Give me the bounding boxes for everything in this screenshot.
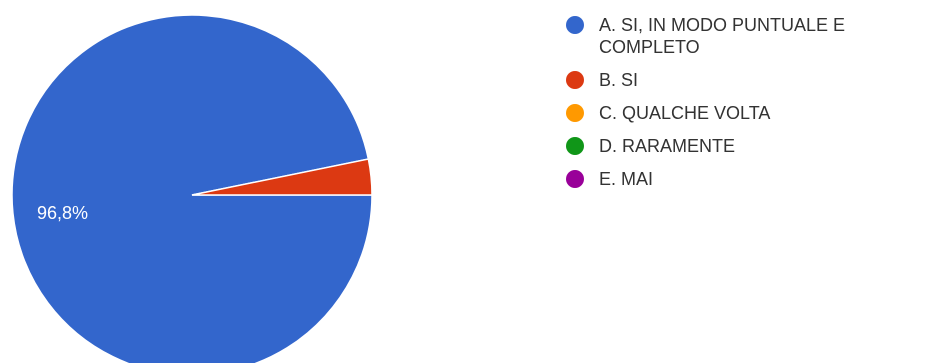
legend-item-d[interactable]: D. RARAMENTE xyxy=(566,135,926,157)
legend-label-e: E. MAI xyxy=(599,169,654,189)
legend-marker-a xyxy=(566,16,584,34)
pie-slice-a[interactable] xyxy=(11,14,373,363)
legend-item-b[interactable]: B. SI xyxy=(566,69,926,91)
legend-label-a: A. SI, IN MODO PUNTUALE E COMPLETO xyxy=(599,15,846,57)
legend-marker-c xyxy=(566,104,584,122)
legend-label-b: B. SI xyxy=(599,70,639,90)
data-label-a: 96,8% xyxy=(37,203,88,223)
legend: A. SI, IN MODO PUNTUALE E COMPLETO B. SI… xyxy=(566,14,926,201)
legend-marker-d xyxy=(566,137,584,155)
legend-label-c: C. QUALCHE VOLTA xyxy=(599,103,771,123)
legend-label-d: D. RARAMENTE xyxy=(599,136,736,156)
legend-item-e[interactable]: E. MAI xyxy=(566,168,926,190)
legend-marker-b xyxy=(566,71,584,89)
legend-item-a[interactable]: A. SI, IN MODO PUNTUALE E COMPLETO xyxy=(566,14,926,58)
legend-marker-e xyxy=(566,170,584,188)
pie-slice-b[interactable] xyxy=(191,158,373,196)
legend-item-c[interactable]: C. QUALCHE VOLTA xyxy=(566,102,926,124)
